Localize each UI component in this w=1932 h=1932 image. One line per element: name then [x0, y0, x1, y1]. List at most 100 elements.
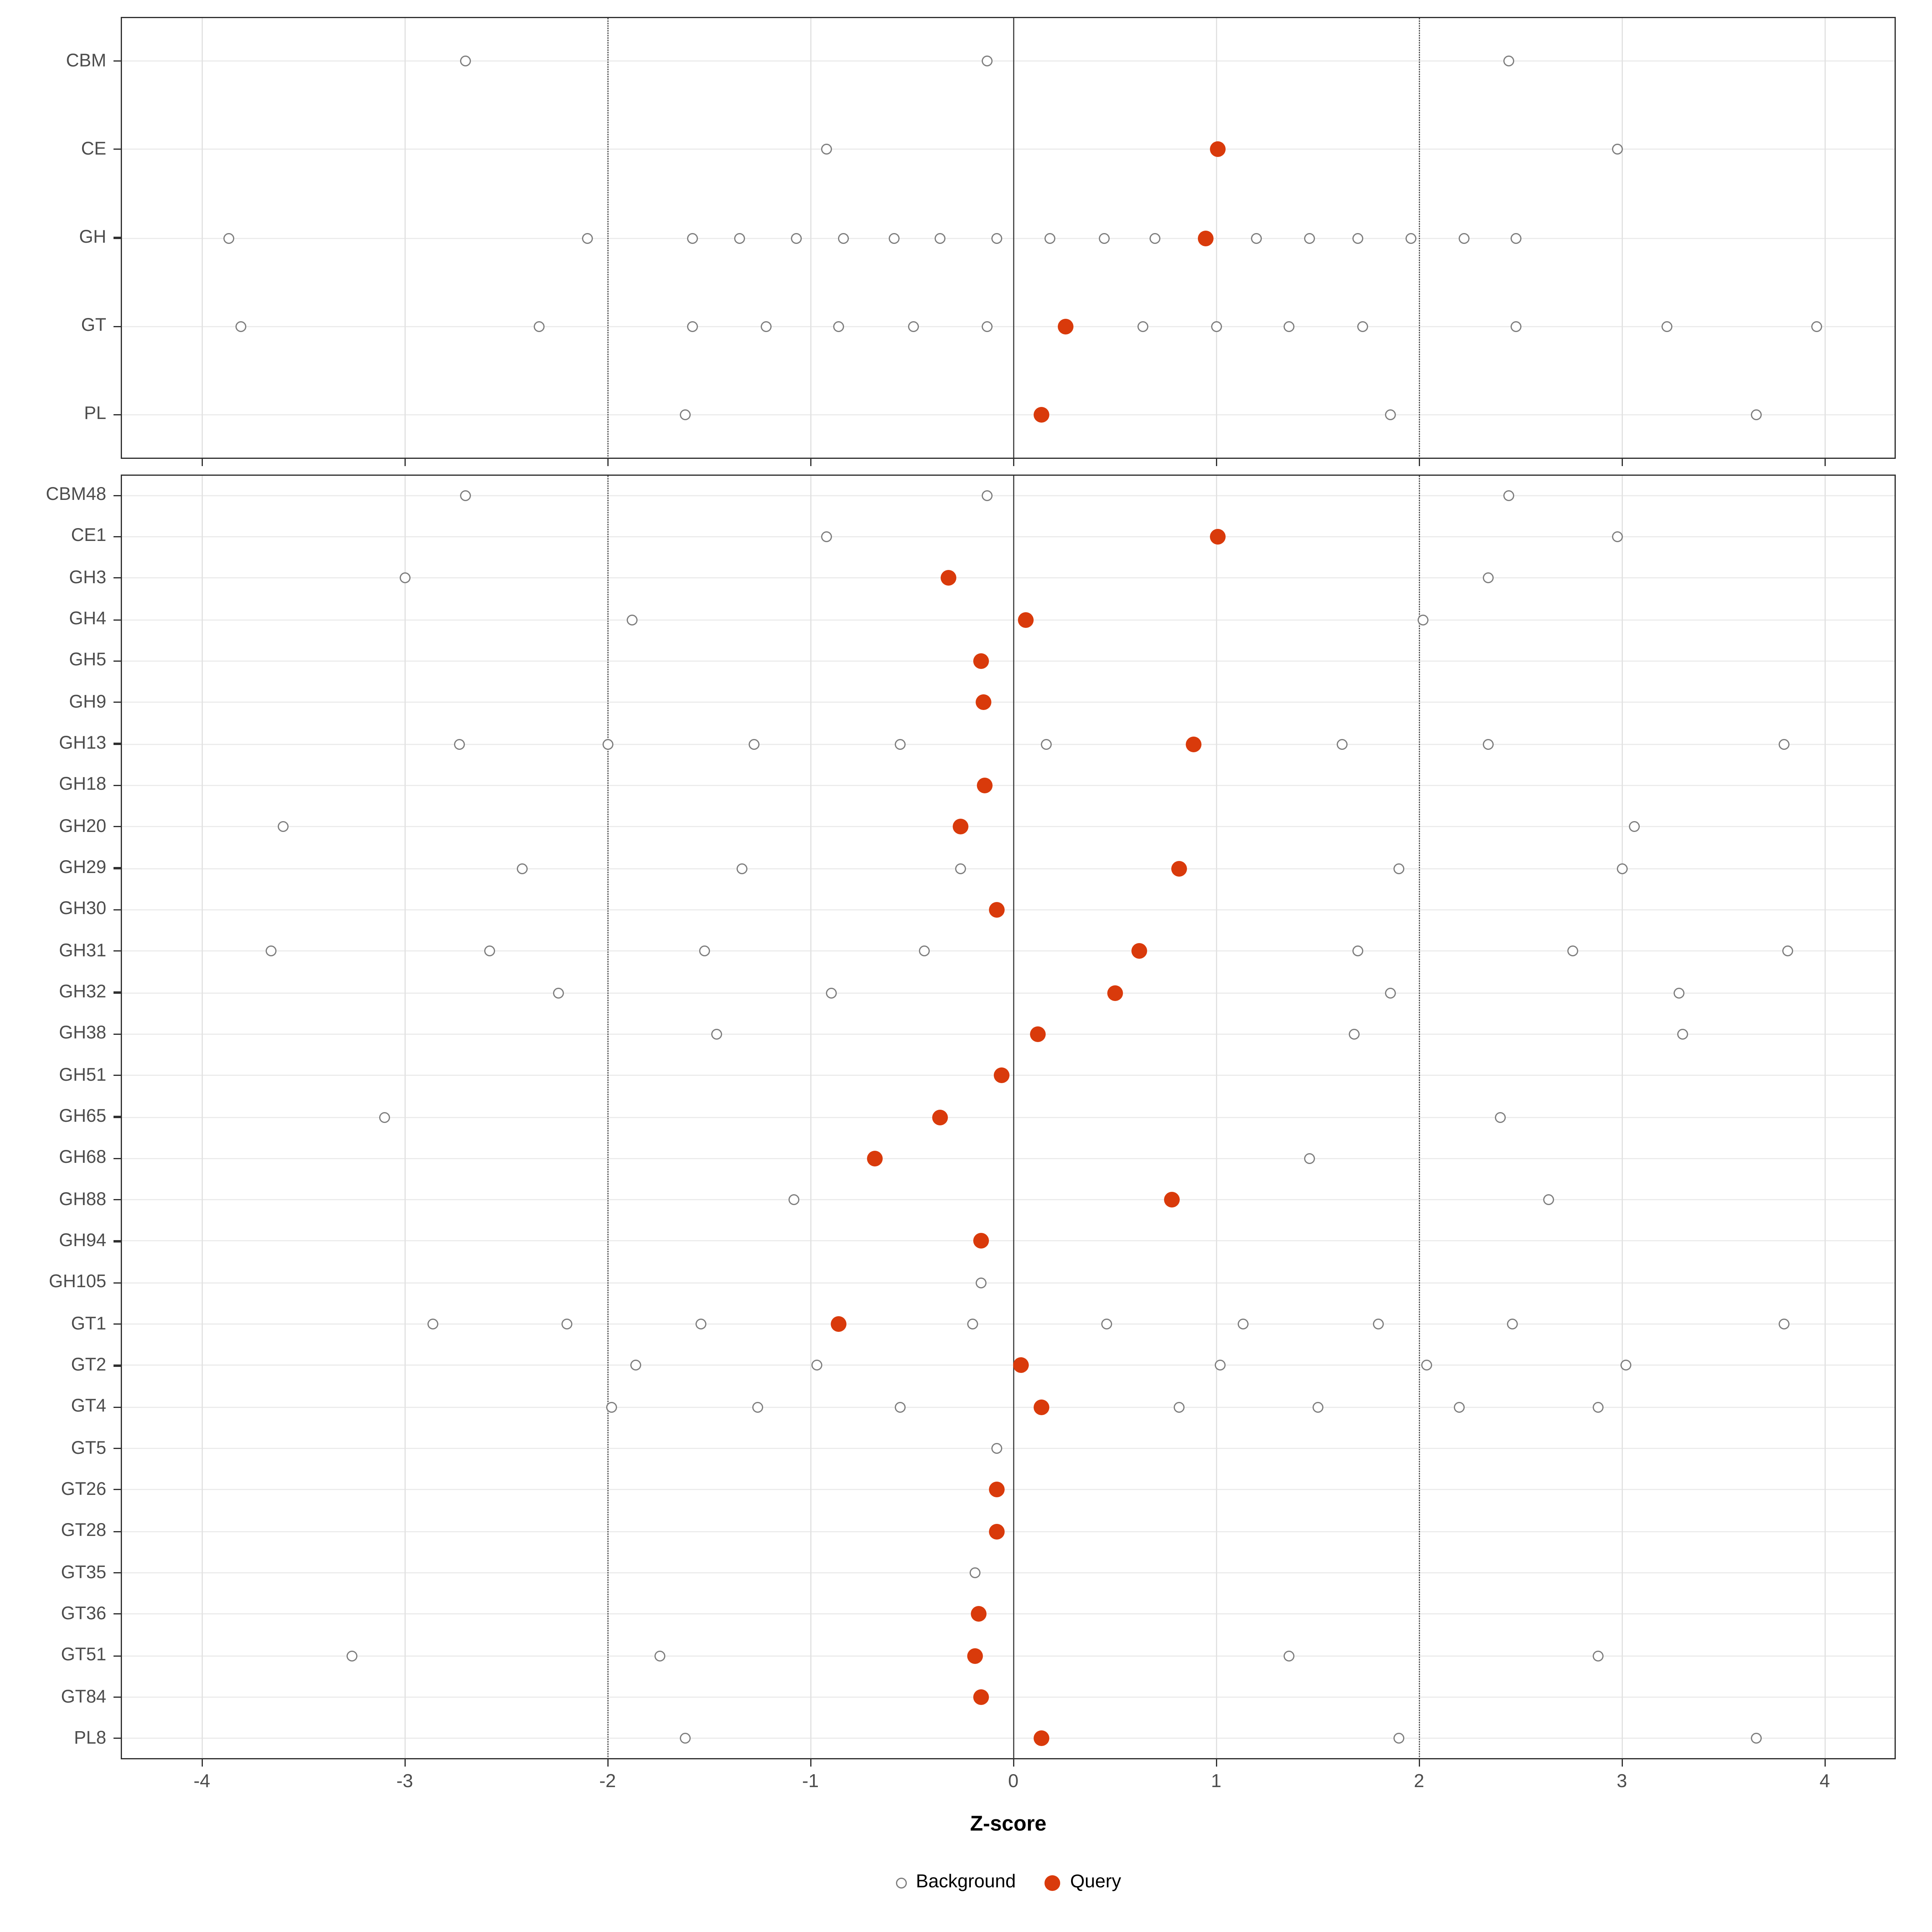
y-axis-tick — [114, 1489, 121, 1491]
query-point — [989, 1523, 1005, 1540]
background-point — [460, 489, 471, 501]
background-point — [582, 232, 593, 244]
background-point — [1174, 1402, 1185, 1413]
query-point — [1034, 1730, 1050, 1746]
query-point — [977, 777, 993, 793]
y-axis-label: GH3 — [69, 567, 106, 588]
background-point — [1511, 321, 1522, 332]
h-gridline — [121, 237, 1896, 239]
background-point — [1629, 821, 1640, 832]
v-gridline — [1824, 475, 1826, 1759]
y-axis-tick — [114, 1033, 121, 1035]
query-point — [1013, 1358, 1030, 1374]
background-point — [1673, 987, 1684, 998]
x-axis-tick-label: 3 — [1616, 1771, 1627, 1792]
x-axis-tick-label: -1 — [802, 1771, 819, 1792]
h-gridline — [121, 784, 1896, 786]
background-point — [1511, 232, 1522, 244]
h-gridline — [121, 1572, 1896, 1574]
background-point — [602, 738, 613, 749]
y-axis-tick — [114, 1613, 121, 1615]
x-axis-title: Z-score — [970, 1811, 1046, 1835]
y-axis-tick — [114, 149, 121, 151]
h-gridline — [121, 619, 1896, 620]
x-axis-tick — [1418, 1759, 1420, 1767]
y-axis-tick — [114, 867, 121, 869]
background-point — [1482, 572, 1494, 584]
h-gridline — [121, 60, 1896, 62]
background-point — [1352, 232, 1364, 244]
background-point — [821, 531, 832, 542]
h-gridline — [121, 536, 1896, 537]
background-point — [1336, 738, 1348, 749]
background-point — [687, 232, 698, 244]
query-point — [975, 694, 991, 710]
h-gridline — [121, 1158, 1896, 1159]
y-axis-label: GH38 — [59, 1023, 106, 1044]
y-axis-tick — [114, 237, 121, 239]
y-axis-tick — [114, 1116, 121, 1118]
background-point — [1592, 1402, 1603, 1413]
background-point — [454, 738, 465, 749]
h-gridline — [121, 1614, 1896, 1615]
y-axis-label: GT2 — [71, 1354, 106, 1375]
background-point — [347, 1650, 358, 1662]
background-point — [908, 321, 920, 332]
x-axis-tick — [201, 1759, 203, 1767]
background-point — [265, 945, 277, 957]
background-point — [837, 232, 848, 244]
background-point — [734, 232, 745, 244]
background-point — [975, 1277, 987, 1288]
y-axis-label: GT — [81, 315, 106, 336]
background-point — [811, 1360, 822, 1371]
background-point — [1405, 232, 1416, 244]
background-point — [1101, 1319, 1112, 1330]
background-point — [748, 738, 759, 749]
h-gridline — [121, 743, 1896, 745]
background-point — [655, 1650, 666, 1662]
h-gridline — [121, 1738, 1896, 1739]
background-point — [626, 614, 638, 625]
y-axis-label: GT36 — [61, 1603, 106, 1624]
background-point — [1284, 1650, 1295, 1662]
background-point — [1137, 321, 1149, 332]
dotted-reference-line — [1418, 475, 1420, 1759]
background-point — [825, 987, 836, 998]
v-gridline — [201, 475, 203, 1759]
x-axis-tick — [404, 1759, 406, 1767]
background-point — [1348, 1028, 1360, 1040]
background-point — [1393, 863, 1404, 874]
dotted-reference-line — [607, 17, 608, 459]
x-axis-tick-label: -4 — [193, 1771, 211, 1792]
background-point — [1251, 232, 1262, 244]
query-point — [971, 1606, 987, 1622]
x-axis-tick — [201, 459, 203, 466]
background-point — [1503, 56, 1514, 67]
h-gridline — [121, 660, 1896, 662]
background-point — [533, 321, 544, 332]
v-gridline — [810, 475, 811, 1759]
y-axis-label: GH18 — [59, 774, 106, 795]
y-axis-tick — [114, 619, 121, 621]
query-point — [1034, 407, 1050, 423]
y-axis-tick — [114, 992, 121, 993]
y-axis-label: PL8 — [74, 1728, 106, 1748]
background-point — [1211, 321, 1222, 332]
background-point — [736, 863, 747, 874]
y-axis-tick — [114, 1241, 121, 1242]
background-point — [1284, 321, 1295, 332]
x-axis-tick — [607, 459, 609, 466]
query-point — [1030, 1026, 1046, 1042]
background-point — [1237, 1319, 1248, 1330]
y-axis-tick — [114, 414, 121, 415]
x-axis-tick — [1215, 1759, 1217, 1767]
background-point — [760, 321, 772, 332]
background-point — [679, 409, 690, 420]
h-gridline — [121, 867, 1896, 869]
background-point — [223, 232, 234, 244]
h-gridline — [121, 414, 1896, 415]
query-point — [831, 1316, 847, 1332]
h-gridline — [121, 1489, 1896, 1491]
query-point — [932, 1109, 948, 1125]
